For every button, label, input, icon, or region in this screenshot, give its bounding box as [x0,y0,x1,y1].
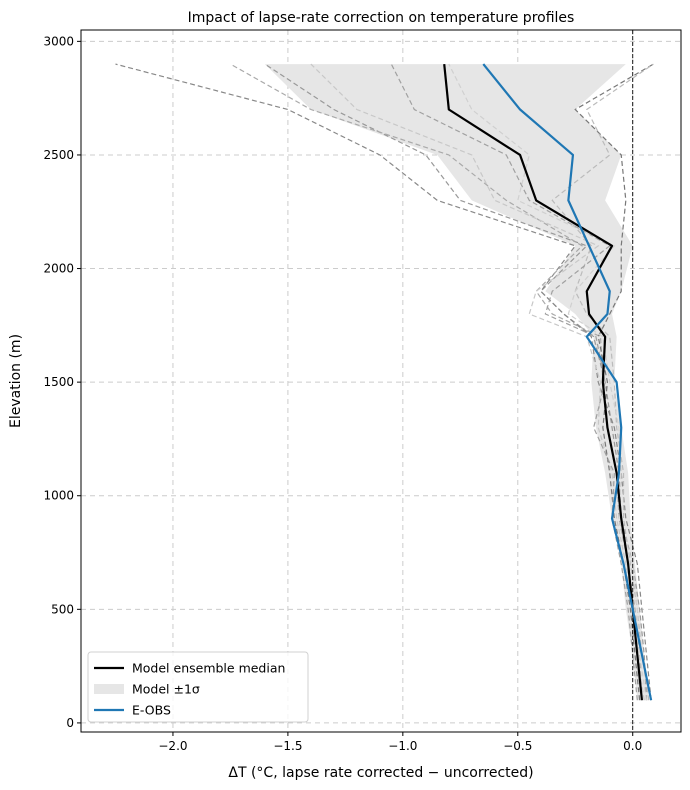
member-line [115,63,652,701]
x-tick-label: −1.5 [273,739,302,753]
member-line [551,63,654,701]
legend: Model ensemble median Model ±1σ E-OBS [87,651,309,723]
member-line [448,63,648,701]
band-layer [264,64,649,701]
legend-swatch-band [94,684,124,694]
x-tick-label: −1.0 [388,739,417,753]
x-tick-label: 0.0 [623,739,642,753]
eobs-line [482,63,653,701]
y-tick-label: 2500 [43,148,74,162]
chart-title: Impact of lapse-rate correction on tempe… [188,10,575,26]
sigma-band [264,64,649,701]
y-tick-label: 1000 [43,489,74,503]
ticks-layer: −2.0 −1.5 −1.0 −0.5 0.0 0 500 1000 1500 2000 2500 3… [43,34,642,753]
legend-label-band: Model ±1σ [132,682,200,697]
y-tick-label: 1500 [43,375,74,389]
member-line [264,63,648,701]
y-tick-label: 0 [66,716,74,730]
legend-label-median: Model ensemble median [132,661,285,676]
y-tick-label: 2000 [43,262,74,276]
y-tick-label: 500 [51,602,74,616]
x-tick-label: −0.5 [503,739,532,753]
plot-frame [80,29,682,733]
x-tick-label: −2.0 [158,739,187,753]
legend-box [87,651,309,723]
median-line [443,63,644,701]
y-axis-label: Elevation (m) [8,334,24,428]
legend-label-eobs: E-OBS [132,703,171,718]
x-axis-label: ΔT (°C, lapse rate corrected − uncorrect… [228,765,533,781]
member-line [390,63,638,701]
y-tick-label: 3000 [43,34,74,48]
member-line [310,63,645,701]
lines-layer [443,30,653,732]
members-layer [115,63,654,701]
member-line [230,63,643,701]
